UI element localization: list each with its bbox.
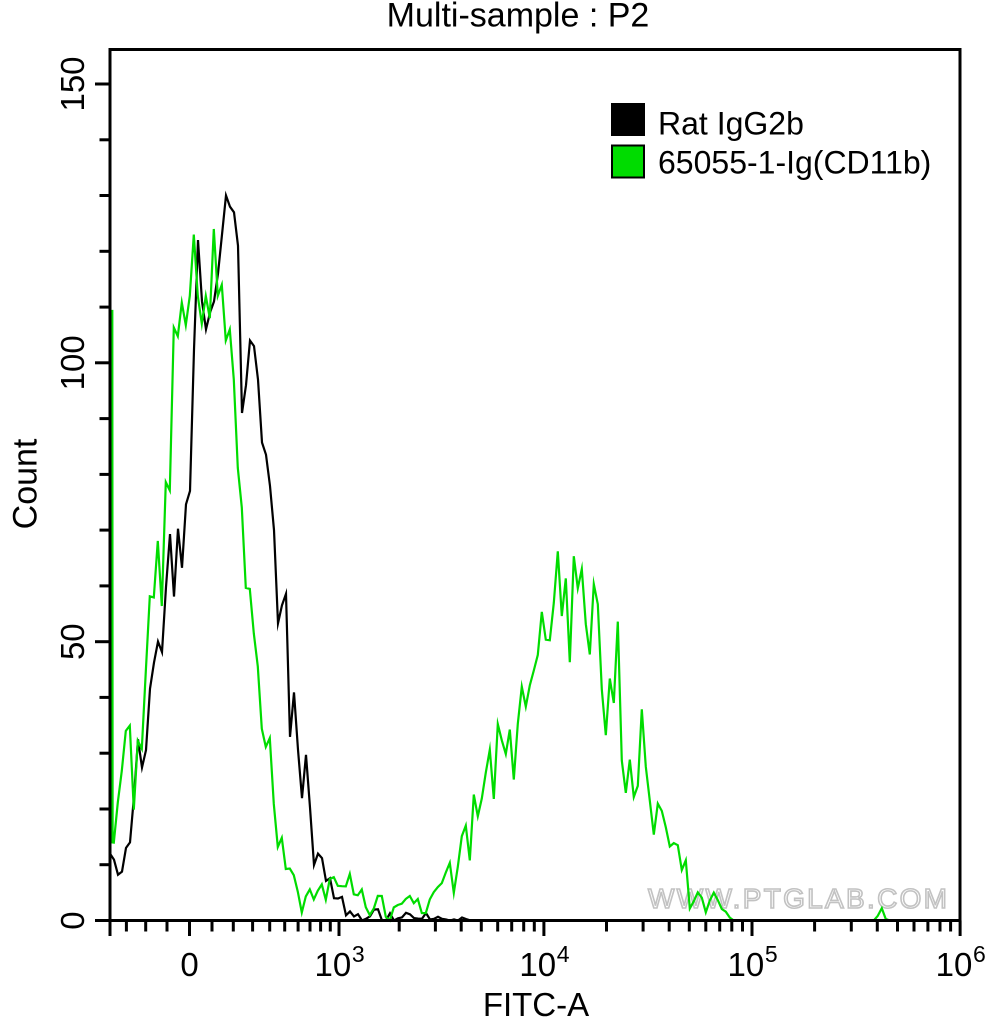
svg-text:Count: Count: [7, 438, 45, 529]
svg-text:WWW.PTGLAB.COM: WWW.PTGLAB.COM: [648, 883, 949, 914]
svg-text:6: 6: [973, 941, 986, 967]
svg-text:5: 5: [765, 941, 778, 967]
svg-text:10: 10: [519, 946, 556, 983]
svg-text:50: 50: [54, 623, 91, 660]
svg-text:65055-1-Ig(CD11b): 65055-1-Ig(CD11b): [658, 144, 931, 180]
svg-text:10: 10: [936, 946, 973, 983]
svg-text:100: 100: [54, 335, 91, 390]
svg-text:4: 4: [557, 941, 570, 967]
svg-text:10: 10: [728, 946, 765, 983]
svg-text:10: 10: [315, 946, 352, 983]
svg-text:0: 0: [54, 911, 91, 929]
svg-text:150: 150: [54, 56, 91, 111]
svg-text:FITC-A: FITC-A: [483, 986, 589, 1023]
svg-text:Multi-sample : P2: Multi-sample : P2: [387, 0, 650, 35]
svg-text:Rat IgG2b: Rat IgG2b: [658, 106, 804, 142]
svg-text:3: 3: [352, 941, 365, 967]
svg-text:0: 0: [180, 946, 198, 983]
